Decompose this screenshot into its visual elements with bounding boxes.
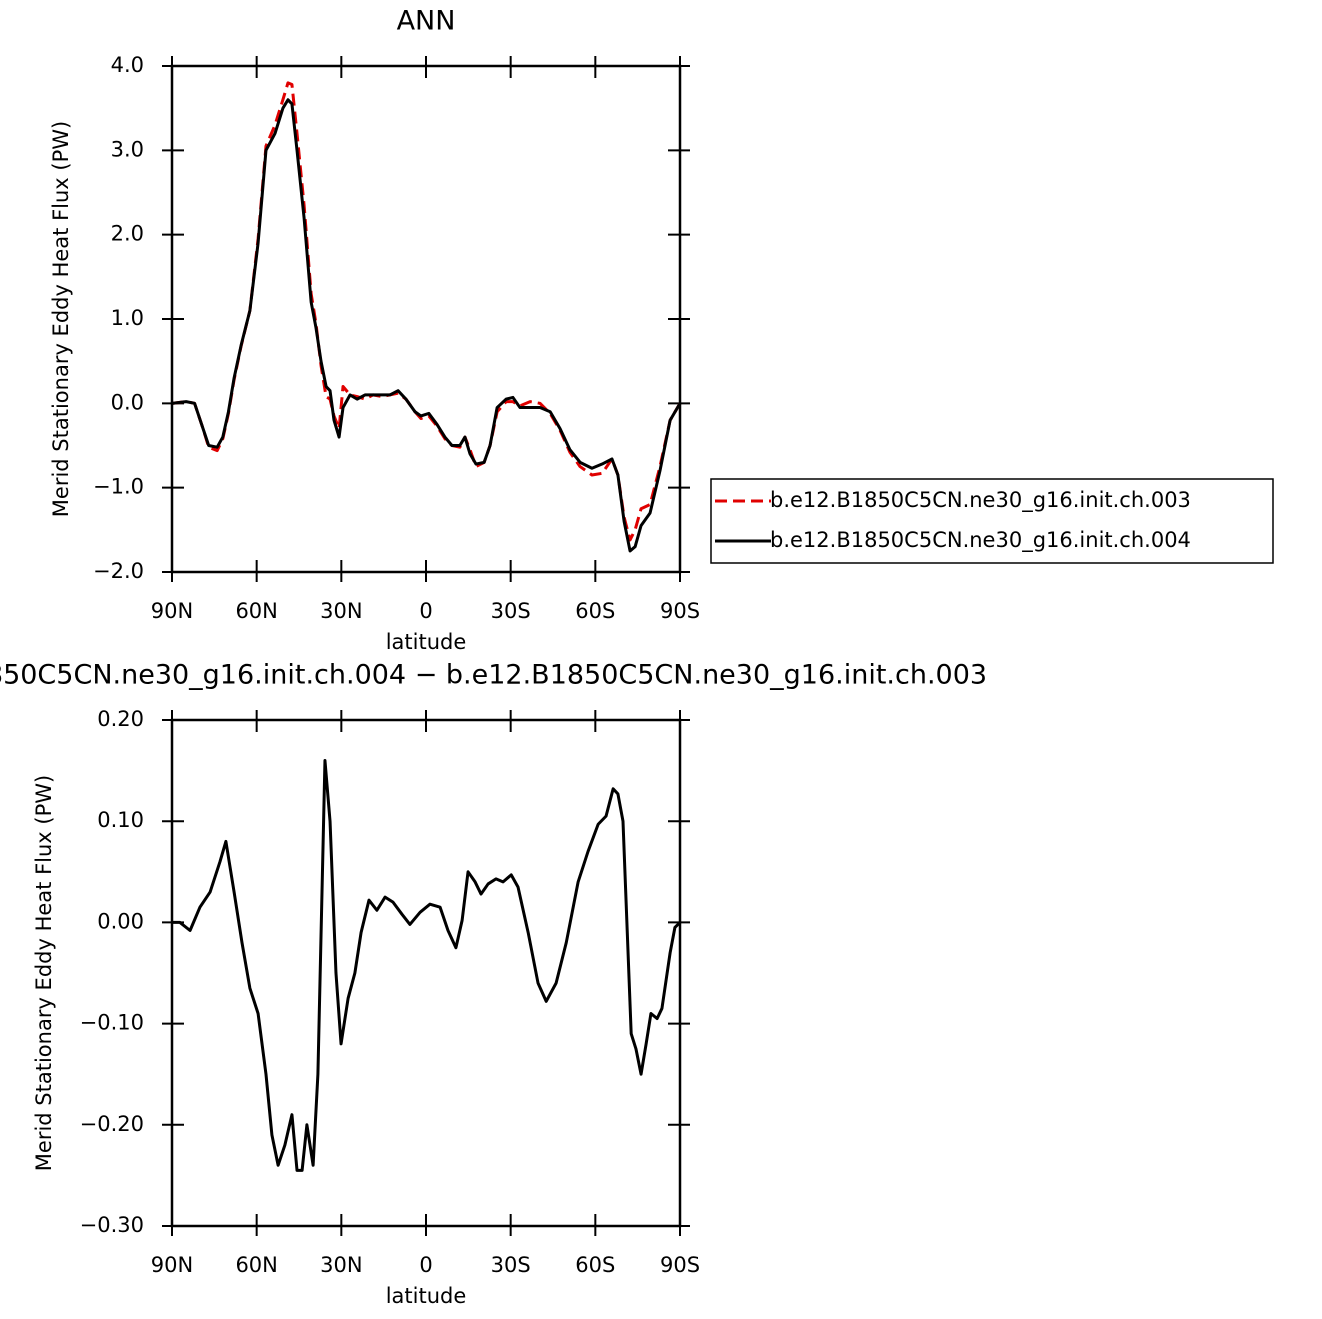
- plot-frame: [170, 64, 682, 574]
- y-tick-label: 1.0: [111, 306, 144, 330]
- x-axis-label: latitude: [386, 630, 467, 654]
- x-tick-label: 60N: [235, 599, 277, 623]
- data-line: [171, 98, 682, 553]
- legend-box: [710, 478, 1274, 564]
- x-tick-label: 60S: [575, 1253, 615, 1277]
- y-tick-label: 2.0: [111, 222, 144, 246]
- legend-label: b.e12.B1850C5CN.ne30_g16.init.ch.004: [770, 528, 1191, 553]
- x-tick-label: 30N: [320, 1253, 362, 1277]
- y-axis-label: Merid Stationary Eddy Heat Flux (PW): [32, 775, 56, 1171]
- x-tick-label: 60S: [575, 599, 615, 623]
- x-tick-label: 60N: [235, 1253, 277, 1277]
- chart-title: b.e12.B1850C5CN.ne30_g16.init.ch.004 − b…: [0, 660, 987, 691]
- x-axis-label: latitude: [386, 1284, 467, 1308]
- x-tick-label: 0: [419, 1253, 432, 1277]
- y-tick-label: −2.0: [93, 559, 144, 583]
- x-tick-label: 90N: [151, 1253, 193, 1277]
- x-tick-label: 30N: [320, 599, 362, 623]
- y-tick-label: −0.30: [80, 1213, 144, 1237]
- y-tick-label: 3.0: [111, 137, 144, 161]
- y-tick-label: −0.20: [80, 1112, 144, 1136]
- legend-label: b.e12.B1850C5CN.ne30_g16.init.ch.003: [770, 488, 1191, 513]
- y-tick-label: −0.10: [80, 1011, 144, 1035]
- chart-title: ANN: [397, 6, 456, 37]
- y-tick-label: 0.00: [97, 909, 144, 933]
- y-tick-label: 0.20: [97, 707, 144, 731]
- plot-frame: [170, 718, 682, 1228]
- x-tick-label: 90S: [660, 599, 700, 623]
- x-tick-label: 30S: [491, 599, 531, 623]
- x-tick-label: 90N: [151, 599, 193, 623]
- x-tick-label: 30S: [491, 1253, 531, 1277]
- x-tick-label: 90S: [660, 1253, 700, 1277]
- y-tick-label: 0.0: [111, 390, 144, 414]
- y-tick-label: 4.0: [111, 53, 144, 77]
- x-tick-label: 0: [419, 599, 432, 623]
- data-line: [172, 758, 682, 1172]
- y-tick-label: 0.10: [97, 808, 144, 832]
- y-tick-label: −1.0: [93, 475, 144, 499]
- y-axis-label: Merid Stationary Eddy Heat Flux (PW): [49, 121, 73, 517]
